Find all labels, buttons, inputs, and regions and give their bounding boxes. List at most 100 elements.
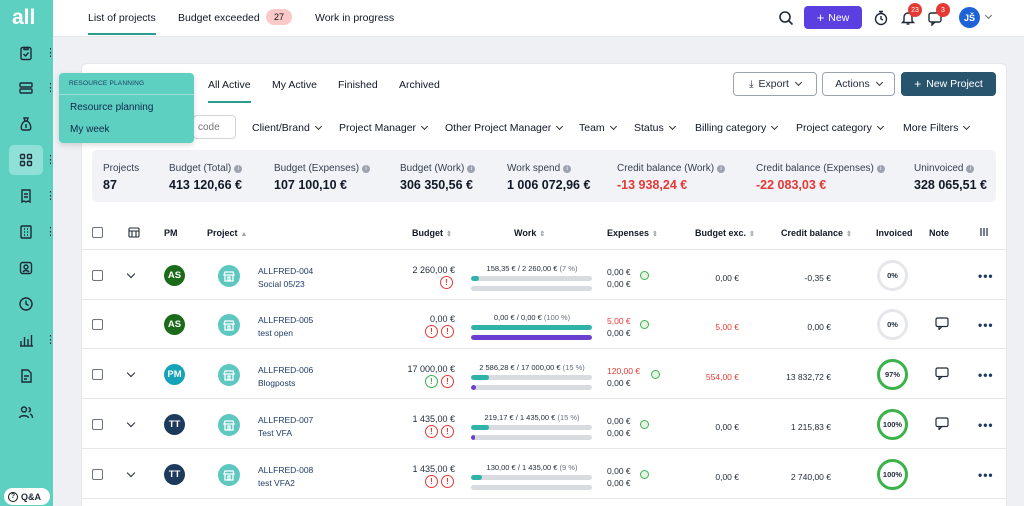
filter-more-filters[interactable]: More Filters bbox=[903, 122, 971, 134]
column-project[interactable]: Project ▲ bbox=[207, 228, 247, 238]
column-settings-icon[interactable] bbox=[128, 227, 140, 241]
table-row[interactable]: AS ALLFRED-005 test open 0,00 €!! 0,00 € / 0… bbox=[82, 300, 1006, 349]
project-code-link[interactable]: ALLFRED-007 bbox=[258, 415, 314, 425]
row-checkbox[interactable] bbox=[92, 369, 103, 380]
storage-menu-dots[interactable]: ⋮ bbox=[45, 82, 56, 94]
filter-other-project-manager[interactable]: Other Project Manager bbox=[445, 122, 564, 134]
info-icon[interactable]: i bbox=[467, 165, 476, 173]
expand-row-chevron-icon[interactable] bbox=[126, 269, 136, 279]
tab-archived[interactable]: Archived bbox=[399, 79, 440, 91]
project-code-link[interactable]: ALLFRED-005 bbox=[258, 315, 314, 325]
expand-row-chevron-icon[interactable] bbox=[126, 468, 136, 478]
tasks-menu-dots[interactable]: ⋮ bbox=[45, 47, 56, 59]
project-name[interactable]: Test VFA bbox=[258, 428, 293, 438]
row-checkbox[interactable] bbox=[92, 270, 103, 281]
users-icon[interactable] bbox=[9, 397, 43, 427]
chart-menu-dots[interactable]: ⋮ bbox=[45, 334, 56, 346]
export-button[interactable]: ⤓ Export bbox=[733, 72, 817, 96]
user-menu-chevron-icon[interactable] bbox=[984, 11, 993, 20]
work-summary: 2 586,28 € / 17 000,00 € (15 %) bbox=[479, 363, 585, 372]
row-checkbox[interactable] bbox=[92, 419, 103, 430]
column-expenses[interactable]: Expenses ⇕ bbox=[607, 228, 658, 238]
tab-list-of-projects[interactable]: List of projects bbox=[88, 12, 156, 35]
invoice-menu-dots[interactable]: ⋮ bbox=[45, 190, 56, 202]
work-progress-bar bbox=[471, 276, 592, 281]
filter-client-brand[interactable]: Client/Brand bbox=[252, 122, 322, 134]
column-budget-exc[interactable]: Budget exc. ⇕ bbox=[695, 228, 755, 238]
table-row[interactable]: TT ALLFRED-008 test VFA2 1 435,00 €!! 130,00… bbox=[82, 450, 1006, 499]
new-button[interactable]: + New bbox=[804, 6, 862, 29]
report-icon[interactable] bbox=[9, 361, 43, 391]
filter-billing-category[interactable]: Billing category bbox=[695, 122, 779, 134]
user-avatar[interactable]: JŠ bbox=[959, 7, 980, 28]
top-navigation: List of projects Budget exceeded 27 Work… bbox=[53, 0, 1024, 37]
select-all-checkbox[interactable] bbox=[92, 227, 103, 238]
project-name[interactable]: Blogposts bbox=[258, 378, 296, 388]
column-pm[interactable]: PM bbox=[164, 228, 178, 238]
table-row[interactable]: PM ALLFRED-006 Blogposts 17 000,00 €!! 2 586… bbox=[82, 350, 1006, 399]
building-icon[interactable] bbox=[9, 217, 43, 247]
clock-icon[interactable] bbox=[9, 289, 43, 319]
filter-team[interactable]: Team bbox=[579, 122, 617, 134]
row-checkbox[interactable] bbox=[92, 319, 103, 330]
info-icon[interactable]: i bbox=[362, 165, 371, 173]
chart-icon[interactable] bbox=[9, 325, 43, 355]
tab-my-active[interactable]: My Active bbox=[272, 79, 317, 91]
storage-icon[interactable] bbox=[9, 73, 43, 103]
tab-all-active[interactable]: All Active bbox=[208, 79, 251, 103]
info-icon[interactable]: i bbox=[876, 165, 885, 173]
project-search-input[interactable] bbox=[193, 115, 236, 139]
row-more-icon[interactable]: ••• bbox=[978, 468, 994, 482]
tab-finished[interactable]: Finished bbox=[338, 79, 378, 91]
tab-budget-exceeded[interactable]: Budget exceeded bbox=[178, 12, 260, 24]
table-row[interactable]: TT ALLFRED-007 Test VFA 1 435,00 €!! 219,17 … bbox=[82, 400, 1006, 449]
column-budget[interactable]: Budget ⇕ bbox=[412, 228, 452, 238]
app-logo[interactable]: all bbox=[12, 6, 36, 29]
tab-work-in-progress[interactable]: Work in progress bbox=[315, 12, 395, 24]
info-icon[interactable]: i bbox=[563, 165, 572, 173]
money-bag-icon[interactable] bbox=[9, 109, 43, 139]
row-more-icon[interactable]: ••• bbox=[978, 269, 994, 283]
project-name[interactable]: test VFA2 bbox=[258, 478, 295, 488]
invoice-icon[interactable] bbox=[9, 181, 43, 211]
info-icon[interactable]: i bbox=[717, 165, 726, 173]
chat-icon[interactable] bbox=[927, 10, 943, 29]
project-name[interactable]: Social 05/23 bbox=[258, 279, 305, 289]
row-checkbox[interactable] bbox=[92, 469, 103, 480]
column-note[interactable]: Note bbox=[929, 228, 949, 238]
filter-status[interactable]: Status bbox=[634, 122, 676, 134]
grid-icon[interactable] bbox=[9, 145, 43, 175]
project-code-link[interactable]: ALLFRED-008 bbox=[258, 465, 314, 475]
expand-row-chevron-icon[interactable] bbox=[126, 418, 136, 428]
info-icon[interactable]: i bbox=[234, 165, 243, 173]
menu-item-resource-planning[interactable]: Resource planning bbox=[70, 102, 154, 113]
column-work[interactable]: Work ⇕ bbox=[514, 228, 545, 238]
search-icon[interactable] bbox=[778, 10, 794, 29]
menu-item-my-week[interactable]: My week bbox=[70, 124, 110, 135]
column-invoiced[interactable]: Invoiced bbox=[876, 228, 913, 238]
note-icon[interactable] bbox=[935, 317, 949, 333]
row-more-icon[interactable]: ••• bbox=[978, 418, 994, 432]
contacts-icon[interactable] bbox=[9, 253, 43, 283]
table-row[interactable]: AS ALLFRED-004 Social 05/23 2 260,00 €! 158,… bbox=[82, 251, 1006, 300]
project-code-link[interactable]: ALLFRED-004 bbox=[258, 266, 314, 276]
stopwatch-icon[interactable] bbox=[873, 10, 889, 29]
row-more-icon[interactable]: ••• bbox=[978, 318, 994, 332]
columns-toggle-icon[interactable] bbox=[979, 227, 989, 240]
column-credit-balance[interactable]: Credit balance ⇕ bbox=[781, 228, 852, 238]
new-project-button[interactable]: + New Project bbox=[901, 72, 996, 96]
project-code-link[interactable]: ALLFRED-006 bbox=[258, 365, 314, 375]
note-icon[interactable] bbox=[935, 417, 949, 433]
row-more-icon[interactable]: ••• bbox=[978, 368, 994, 382]
qa-button[interactable]: ? Q&A bbox=[4, 488, 50, 505]
actions-button[interactable]: Actions bbox=[822, 72, 895, 96]
project-name[interactable]: test open bbox=[258, 328, 293, 338]
info-icon[interactable]: i bbox=[966, 165, 975, 173]
tasks-icon[interactable] bbox=[9, 38, 43, 68]
grid-menu-dots[interactable]: ⋮ bbox=[45, 154, 56, 166]
building-menu-dots[interactable]: ⋮ bbox=[45, 226, 56, 238]
expand-row-chevron-icon[interactable] bbox=[126, 368, 136, 378]
filter-project-category[interactable]: Project category bbox=[796, 122, 884, 134]
note-icon[interactable] bbox=[935, 367, 949, 383]
filter-project-manager[interactable]: Project Manager bbox=[339, 122, 429, 134]
